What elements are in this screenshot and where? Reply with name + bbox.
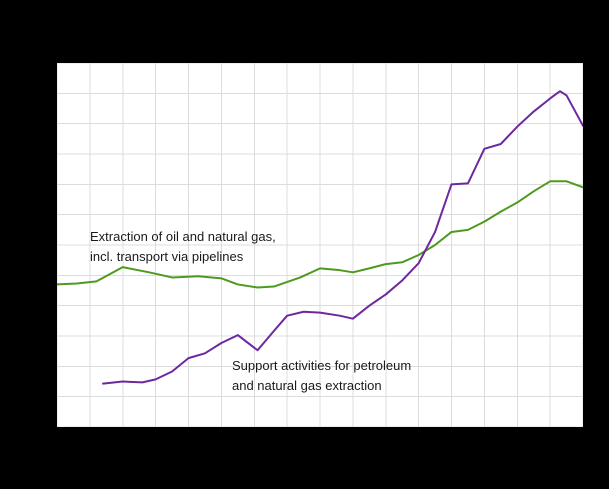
plot-area: Extraction of oil and natural gas, incl.… xyxy=(57,63,583,427)
chart-svg xyxy=(57,63,583,427)
